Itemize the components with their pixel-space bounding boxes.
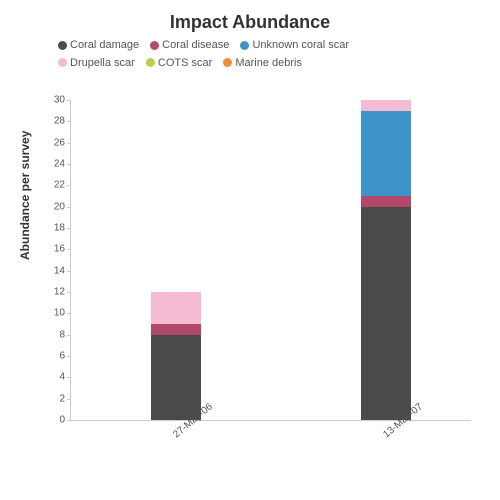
- y-tick-mark: [67, 207, 71, 208]
- y-tick-mark: [67, 292, 71, 293]
- bar-segment: [151, 292, 201, 324]
- legend: Coral damage Coral disease Unknown coral…: [0, 33, 478, 72]
- legend-item: Unknown coral scar: [240, 37, 349, 55]
- legend-item: Coral disease: [150, 37, 229, 55]
- legend-label: Coral disease: [162, 39, 229, 51]
- plot: 27-May-0613-May-07: [70, 100, 471, 421]
- legend-label: Unknown coral scar: [252, 39, 349, 51]
- y-tick-mark: [67, 399, 71, 400]
- y-tick-label: 4: [40, 372, 65, 383]
- y-tick-label: 12: [40, 287, 65, 298]
- legend-label: Drupella scar: [70, 57, 135, 69]
- y-tick-mark: [67, 420, 71, 421]
- y-tick-label: 28: [40, 116, 65, 127]
- y-tick-label: 24: [40, 159, 65, 170]
- y-tick-label: 0: [40, 415, 65, 426]
- y-tick-mark: [67, 164, 71, 165]
- legend-label: Marine debris: [235, 57, 302, 69]
- y-tick-mark: [67, 100, 71, 101]
- legend-label: Coral damage: [70, 39, 139, 51]
- chart-area: 27-May-0613-May-07 024681012141618202224…: [70, 100, 470, 420]
- swatch-marine-debris: [223, 58, 232, 67]
- bar-segment: [361, 100, 411, 111]
- y-tick-label: 16: [40, 244, 65, 255]
- bar-segment: [361, 111, 411, 196]
- legend-label: COTS scar: [158, 57, 212, 69]
- y-tick-label: 2: [40, 393, 65, 404]
- y-tick-label: 10: [40, 308, 65, 319]
- legend-item: Drupella scar: [58, 55, 135, 73]
- y-tick-label: 14: [40, 265, 65, 276]
- y-axis-label: Abundance per survey: [18, 131, 32, 260]
- y-tick-label: 8: [40, 329, 65, 340]
- bar-segment: [151, 335, 201, 420]
- bar-segment: [361, 196, 411, 207]
- y-tick-label: 18: [40, 223, 65, 234]
- y-tick-label: 20: [40, 201, 65, 212]
- y-tick-label: 30: [40, 95, 65, 106]
- y-tick-mark: [67, 377, 71, 378]
- swatch-cots-scar: [146, 58, 155, 67]
- chart-title: Impact Abundance: [0, 0, 500, 33]
- swatch-drupella-scar: [58, 58, 67, 67]
- y-tick-label: 6: [40, 351, 65, 362]
- y-tick-mark: [67, 313, 71, 314]
- y-tick-mark: [67, 335, 71, 336]
- y-tick-mark: [67, 249, 71, 250]
- y-tick-label: 22: [40, 180, 65, 191]
- bar-segment: [361, 207, 411, 420]
- swatch-coral-damage: [58, 41, 67, 50]
- swatch-unknown-coral-scar: [240, 41, 249, 50]
- y-tick-mark: [67, 143, 71, 144]
- y-tick-mark: [67, 185, 71, 186]
- swatch-coral-disease: [150, 41, 159, 50]
- legend-item: Marine debris: [223, 55, 302, 73]
- y-tick-mark: [67, 356, 71, 357]
- y-tick-mark: [67, 228, 71, 229]
- bar-segment: [151, 324, 201, 335]
- legend-item: Coral damage: [58, 37, 139, 55]
- legend-item: COTS scar: [146, 55, 212, 73]
- y-tick-label: 26: [40, 137, 65, 148]
- y-tick-mark: [67, 271, 71, 272]
- y-tick-mark: [67, 121, 71, 122]
